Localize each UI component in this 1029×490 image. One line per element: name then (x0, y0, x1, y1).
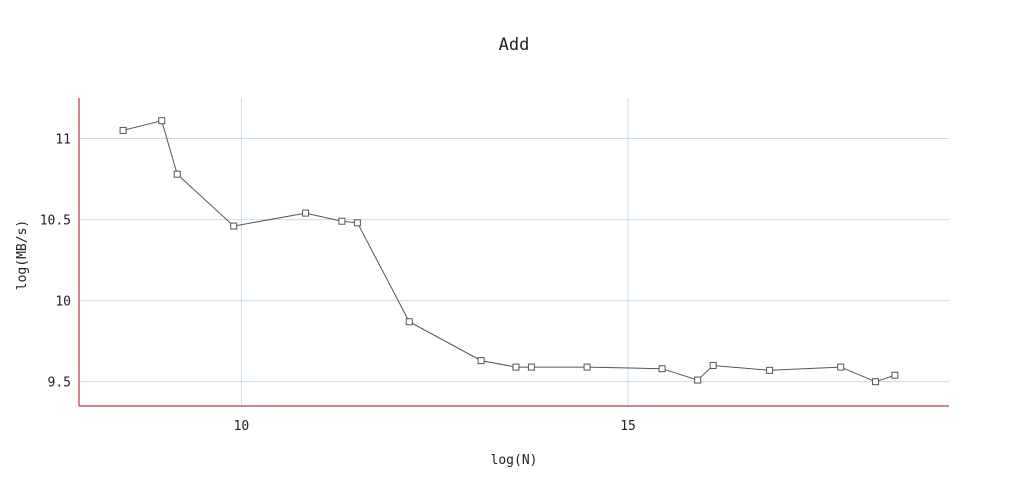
y-tick-label: 11 (55, 133, 71, 148)
x-tick-label: 15 (620, 419, 636, 434)
x-axis-label: log(N) (491, 453, 538, 468)
y-axis-label: log(MB/s) (15, 220, 30, 290)
tick-labels: 9.5 10 10.5 11 10 15 (40, 133, 636, 434)
data-point (709, 361, 717, 369)
data-point (583, 363, 591, 371)
data-point (527, 363, 535, 371)
data-point (477, 357, 485, 365)
data-point (405, 318, 413, 326)
data-point (119, 126, 127, 134)
data-point (694, 376, 702, 384)
data-point (837, 363, 845, 371)
data-point (658, 365, 666, 373)
data-point (872, 378, 880, 386)
data-point (353, 219, 361, 227)
data-point (302, 209, 310, 217)
data-point (173, 170, 181, 178)
data-point (766, 366, 774, 374)
data-point (338, 217, 346, 225)
y-tick-label: 10 (55, 295, 71, 310)
data-point (230, 222, 238, 230)
data-point (158, 117, 166, 125)
y-tick-label: 9.5 (48, 376, 71, 391)
x-tick-label: 10 (234, 419, 250, 434)
series-group (119, 117, 899, 386)
chart-title: Add (499, 35, 530, 55)
axes (78, 98, 949, 407)
gridlines (79, 98, 949, 406)
series-line (122, 120, 896, 383)
data-point (512, 363, 520, 371)
y-tick-label: 10.5 (40, 214, 71, 229)
data-point (891, 371, 899, 379)
